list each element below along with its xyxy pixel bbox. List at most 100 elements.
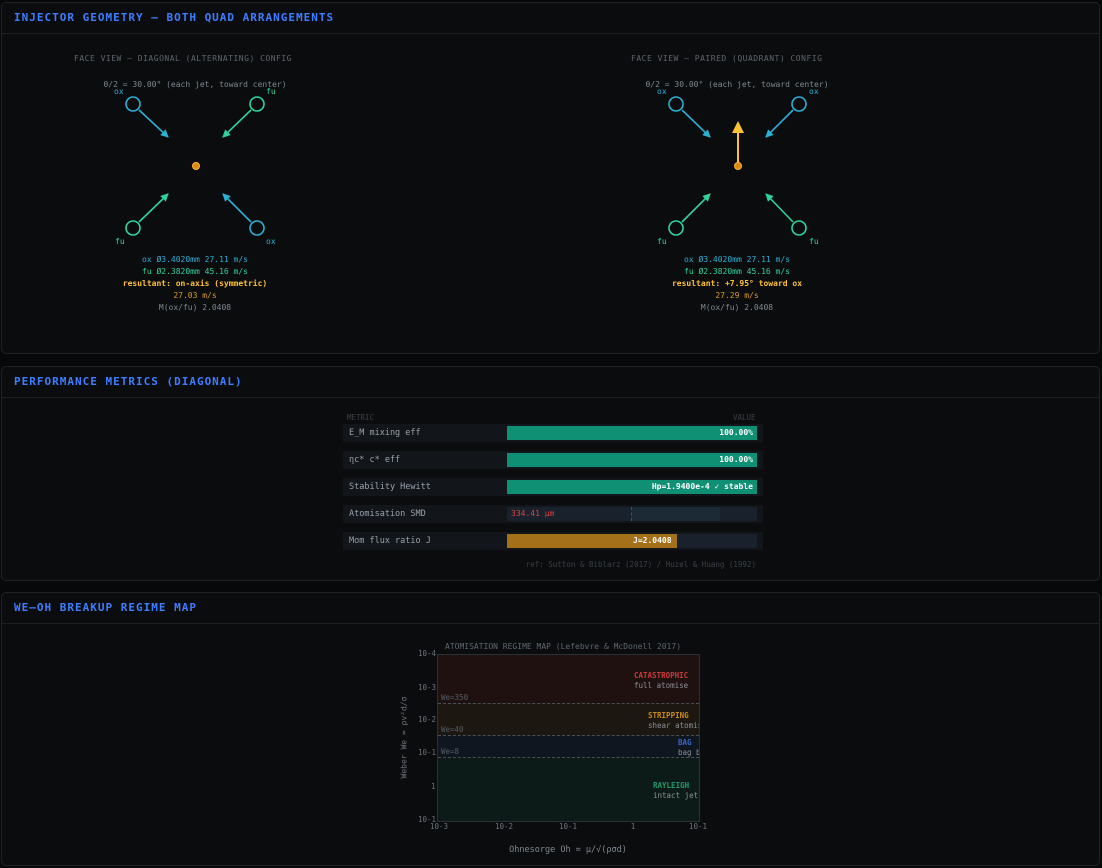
paired-label-br: fu xyxy=(809,237,819,246)
paired-label-bl: fu xyxy=(657,237,667,246)
metric-row-momentum-ratio: Mom flux ratio J J=2.0408 xyxy=(343,532,763,550)
orifice-ox-top-right xyxy=(765,96,807,138)
regime-chart-title: ATOMISATION REGIME MAP (Lefebvre & McDon… xyxy=(445,642,682,651)
metric-row-cstar: ηc* c* eff 100.00% xyxy=(343,451,763,469)
col-header-value: VALUE xyxy=(733,413,756,422)
threshold-label: We=8 xyxy=(441,747,460,756)
smd-range-band xyxy=(631,507,720,521)
geometry-panel-title: INJECTOR GEOMETRY — BOTH QUAD ARRANGEMEN… xyxy=(14,11,335,24)
paired-subtitle: FACE VIEW — PAIRED (QUADRANT) CONFIG xyxy=(631,54,823,63)
regime-name-bag: BAG xyxy=(678,738,692,747)
metric-label: Stability Hewitt xyxy=(349,482,431,492)
regime-desc-rayleigh: intact jet xyxy=(653,791,699,800)
zone-rayleigh xyxy=(438,757,699,821)
metric-label: Mom flux ratio J xyxy=(349,536,431,546)
metric-bar-fill xyxy=(507,534,677,548)
x-tick-label: 10-1 xyxy=(688,822,708,831)
metric-value: 334.41 μm xyxy=(511,509,555,518)
regime-ylabel: Weber We = ρv²d/σ xyxy=(399,696,409,779)
diagonal-angle-note: θ/2 = 30.00° (each jet, toward center) xyxy=(103,80,287,89)
paired-momentum: M(ox/fu) 2.0408 xyxy=(700,303,774,312)
metric-bar-fill xyxy=(507,453,757,467)
threshold-label: We=40 xyxy=(441,725,464,734)
paired-label-tl: ox xyxy=(657,87,667,96)
zone-catastrophic xyxy=(438,655,699,703)
metric-bar-track: J=2.0408 xyxy=(507,534,757,548)
metric-row-mixing: E_M mixing eff 100.00% xyxy=(343,424,763,442)
diagonal-fu-line: fu Ø2.3820mm 45.16 m/s xyxy=(142,267,248,276)
col-header-metric: METRIC xyxy=(347,413,375,422)
paired-fu-line: fu Ø2.3820mm 45.16 m/s xyxy=(684,267,790,276)
metric-bar-track: 100.00% xyxy=(507,426,757,440)
regime-name-catastrophic: CATASTROPHIC xyxy=(634,671,689,680)
metric-row-smd: Atomisation SMD 334.41 μm xyxy=(343,505,763,523)
paired-injector-diagram xyxy=(668,96,807,236)
regime-desc-catastrophic: full atomise xyxy=(634,681,689,690)
divider xyxy=(2,33,1099,34)
impingement-point xyxy=(734,162,742,170)
paired-angle-note: θ/2 = 30.00° (each jet, toward center) xyxy=(645,80,829,89)
orifice-ox-bottom-right xyxy=(222,193,265,236)
regime-name-stripping: STRIPPING xyxy=(648,711,689,720)
diagonal-label-tl: ox xyxy=(114,87,124,96)
y-tick-label: 10-1 xyxy=(418,748,437,757)
performance-panel: PERFORMANCE METRICS (DIAGONAL) METRIC VA… xyxy=(1,366,1100,581)
metric-value: 100.00% xyxy=(719,455,753,464)
y-tick-label: 10-3 xyxy=(418,683,437,692)
diagonal-injector-diagram xyxy=(125,96,265,236)
orifice-fu-bottom-left xyxy=(125,193,169,236)
regime-xlabel: Ohnesorge Oh = μ/√(ρσd) xyxy=(509,845,627,855)
regime-plot-area: We=350 We=40 We=8 CATASTROPHIC full atom… xyxy=(437,654,700,822)
threshold-line-350 xyxy=(438,703,699,704)
regime-desc-stripping: shear atomise xyxy=(648,721,699,730)
diagonal-speed: 27.03 m/s xyxy=(173,291,217,300)
metric-label: Atomisation SMD xyxy=(349,509,426,519)
zone-bag xyxy=(438,735,699,757)
paired-label-tr: ox xyxy=(809,87,819,96)
x-tick-label: 1 xyxy=(630,822,636,831)
metric-bar-track: 334.41 μm xyxy=(507,507,757,521)
orifice-ox-top-left xyxy=(125,96,169,138)
reference-note: ref: Sutton & Biblarz (2017) / Huzel & H… xyxy=(525,560,756,569)
diagonal-ox-line: ox Ø3.4020mm 27.11 m/s xyxy=(142,255,248,264)
x-tick-label: 10-2 xyxy=(494,822,514,831)
orifice-fu-bottom-left xyxy=(668,193,711,236)
metric-bar-track: 100.00% xyxy=(507,453,757,467)
diagonal-label-br: ox xyxy=(266,237,276,246)
paired-resultant: resultant: +7.95° toward ox xyxy=(671,279,803,288)
performance-panel-title: PERFORMANCE METRICS (DIAGONAL) xyxy=(14,375,243,388)
metric-bar-fill xyxy=(507,480,757,494)
diagonal-subtitle: FACE VIEW — DIAGONAL (ALTERNATING) CONFI… xyxy=(74,54,292,63)
diagonal-label-bl: fu xyxy=(115,237,125,246)
diagonal-resultant: resultant: on-axis (symmetric) xyxy=(122,279,268,288)
y-tick-label: 1 xyxy=(431,782,436,791)
divider xyxy=(2,397,1099,398)
zone-stripping xyxy=(438,703,699,735)
threshold-label: We=350 xyxy=(441,693,469,702)
regime-panel-title: WE–OH BREAKUP REGIME MAP xyxy=(14,601,197,614)
y-tick-label: 10-4 xyxy=(418,649,437,658)
metric-bar-track: Hp=1.9400e-4 ✓ stable xyxy=(507,480,757,494)
resultant-vector xyxy=(732,121,744,164)
metric-bar-fill xyxy=(507,426,757,440)
y-tick-label: 10-2 xyxy=(418,715,437,724)
regime-panel: WE–OH BREAKUP REGIME MAP ATOMISATION REG… xyxy=(1,592,1100,866)
regime-desc-bag: bag brea xyxy=(678,748,699,757)
orifice-ox-top-left xyxy=(668,96,711,138)
x-tick-label: 10-1 xyxy=(558,822,578,831)
metric-value: 100.00% xyxy=(719,428,753,437)
regime-name-rayleigh: RAYLEIGH xyxy=(653,781,690,790)
impingement-point xyxy=(192,162,200,170)
orifice-fu-top-right xyxy=(222,96,265,138)
diagonal-momentum: M(ox/fu) 2.0408 xyxy=(158,303,232,312)
x-tick-label: 10-3 xyxy=(429,822,449,831)
threshold-line-40 xyxy=(438,735,699,736)
metric-label: ηc* c* eff xyxy=(349,455,401,465)
orifice-fu-bottom-right xyxy=(765,193,807,236)
metric-value: J=2.0408 xyxy=(633,536,672,545)
paired-ox-line: ox Ø3.4020mm 27.11 m/s xyxy=(684,255,790,264)
paired-speed: 27.29 m/s xyxy=(715,291,759,300)
geometry-panel: INJECTOR GEOMETRY — BOTH QUAD ARRANGEMEN… xyxy=(1,2,1100,354)
metric-value: Hp=1.9400e-4 ✓ stable xyxy=(651,482,753,491)
divider xyxy=(2,623,1099,624)
